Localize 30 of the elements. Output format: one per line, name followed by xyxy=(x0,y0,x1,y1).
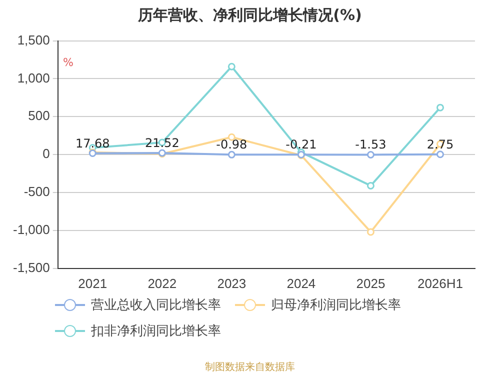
legend-label: 营业总收入同比增长率 xyxy=(91,298,221,313)
y-tick-label: 0 xyxy=(42,146,50,162)
text: 制图数据来自数据库 xyxy=(204,360,296,374)
point xyxy=(366,182,374,190)
x-tick-label: 2022 xyxy=(148,276,177,291)
point xyxy=(366,150,374,158)
chart-title: 历年营收、净利同比增长情况(%) xyxy=(136,6,363,25)
point xyxy=(228,150,236,158)
y-tick-label: -1,000 xyxy=(12,222,50,238)
x-tick-label: 2026H1 xyxy=(417,276,464,291)
point xyxy=(366,228,374,236)
y-tick-label: -1,500 xyxy=(12,260,50,275)
point xyxy=(228,62,236,70)
y-tick-label: 1,000 xyxy=(17,70,50,86)
legend-label: 扣非净利润同比增长率 xyxy=(91,324,221,339)
x-tick-label: 2023 xyxy=(217,276,246,291)
y-axis-title: % xyxy=(63,56,74,69)
legend-label: 归母净利润同比增长率 xyxy=(271,298,401,313)
y-tick-label: 1,500 xyxy=(17,32,50,48)
x-tick-label: 2021 xyxy=(78,276,108,291)
x-tick-label: 2024 xyxy=(286,276,316,291)
y-tick-label: -500 xyxy=(24,184,50,200)
data-label: -0.98 xyxy=(216,138,248,152)
data-label: 17.68 xyxy=(75,136,110,150)
data-label: 2.75 xyxy=(426,137,454,152)
data-label: -1.53 xyxy=(355,138,386,152)
y-tick-label: 500 xyxy=(28,108,50,124)
x-tick-label: 2025 xyxy=(356,276,386,291)
point xyxy=(436,104,444,112)
point xyxy=(436,150,444,158)
